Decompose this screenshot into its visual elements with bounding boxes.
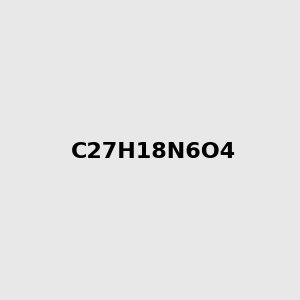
- Text: C27H18N6O4: C27H18N6O4: [71, 142, 236, 161]
